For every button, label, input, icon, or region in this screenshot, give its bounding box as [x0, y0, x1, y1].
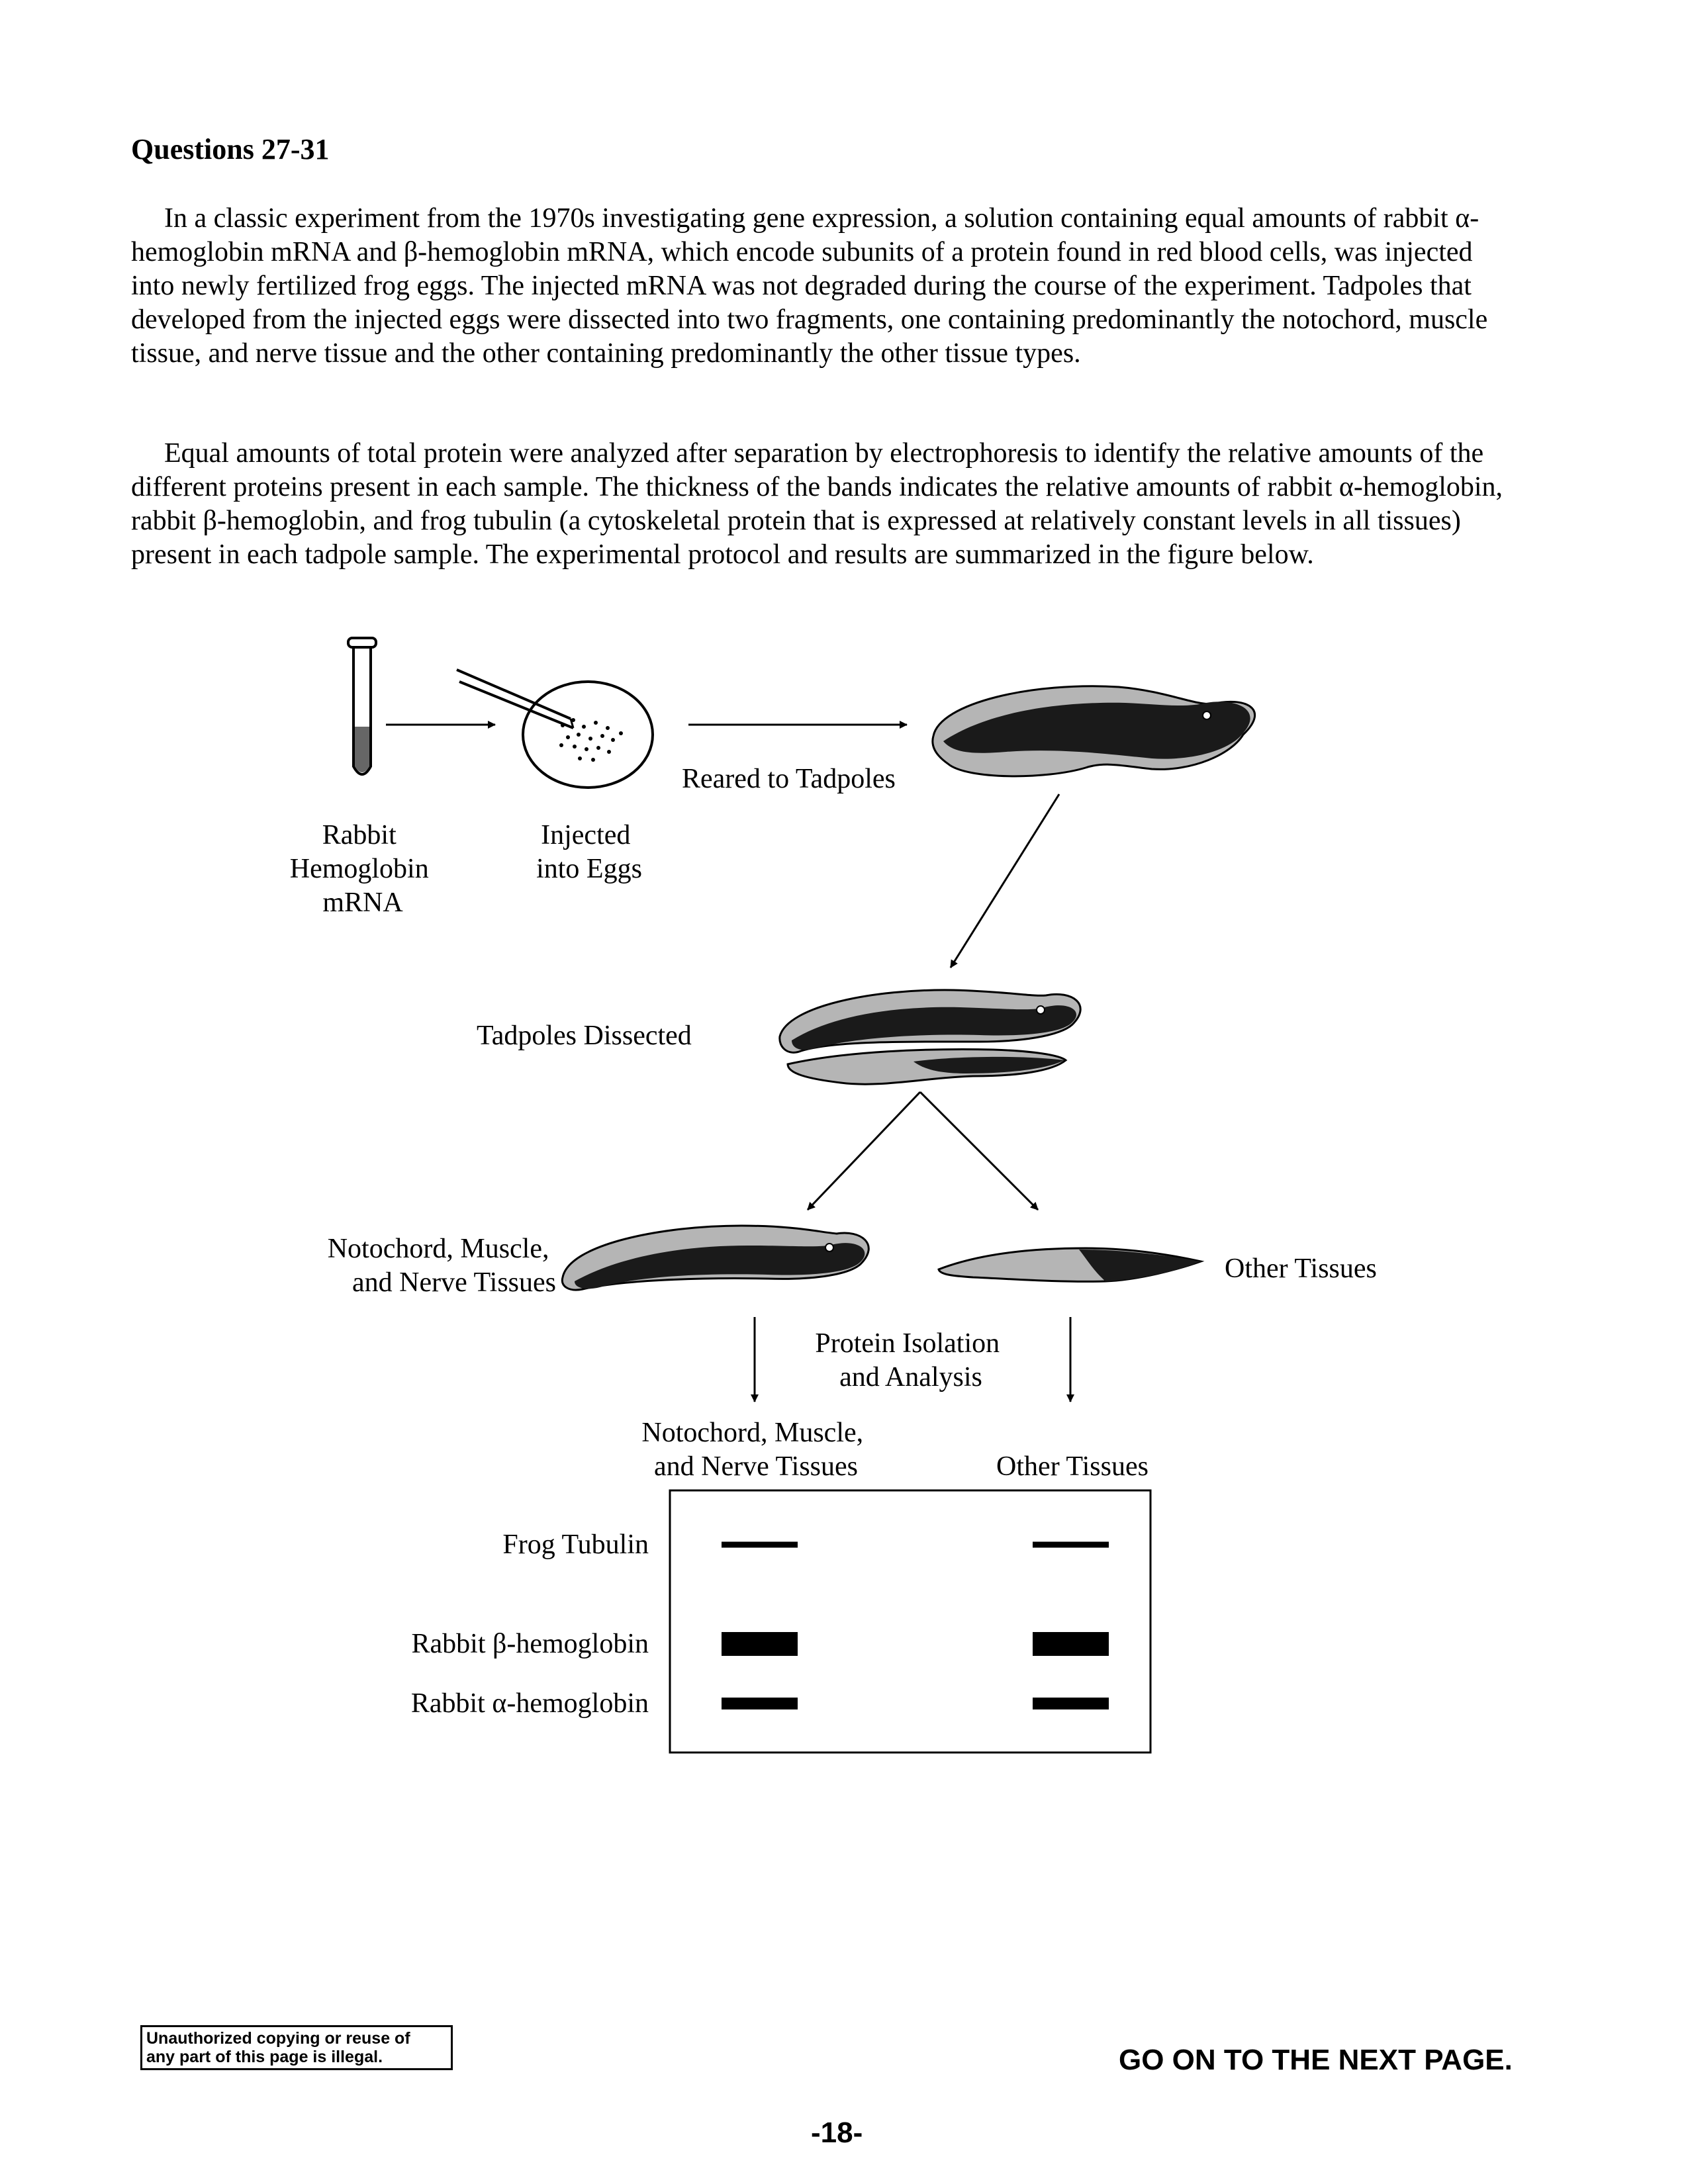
arrow-tadpole-to-dissection — [949, 794, 1060, 968]
arrow-to-left-fragment — [806, 1091, 921, 1211]
experiment-figure: Reared to Tadpoles Rabbit Hemoglobin mRN… — [290, 637, 1377, 1754]
gel-box — [669, 1489, 1152, 1754]
analysis-label-line-2: and Analysis — [839, 1362, 982, 1392]
intro-paragraph: In a classic experiment from the 1970s i… — [131, 203, 1488, 369]
dissected-tadpole-icon — [778, 989, 1082, 1085]
analysis-label: Protein Isolation and Analysis — [815, 1328, 1006, 1392]
section-heading: Questions 27-31 — [131, 133, 330, 165]
notice-line-1: Unauthorized copying or reuse of — [146, 2029, 410, 2048]
tube-label-line-2: Hemoglobin — [290, 854, 429, 884]
gel-row-label-tubulin: Frog Tubulin — [502, 1529, 649, 1560]
tube-label-line-1: Rabbit — [322, 820, 397, 850]
dissected-label: Tadpoles Dissected — [477, 1021, 692, 1051]
band-tubulin-right — [1033, 1541, 1109, 1548]
notice-line-2: any part of this page is illegal. — [146, 2048, 383, 2066]
right-fragment-label: Other Tissues — [1225, 1253, 1377, 1284]
reared-label: Reared to Tadpoles — [682, 764, 896, 794]
gel-row-label-beta: Rabbit β-hemoglobin — [412, 1629, 649, 1659]
band-tubulin-left — [722, 1541, 798, 1548]
tadpole-icon — [931, 685, 1256, 778]
left-fragment-label-line-1: Notochord, Muscle, — [328, 1234, 549, 1264]
tube-label: Rabbit Hemoglobin mRNA — [290, 820, 436, 918]
analysis-label-line-1: Protein Isolation — [815, 1328, 1000, 1359]
test-tube-icon — [347, 637, 377, 776]
go-on-next-page: GO ON TO THE NEXT PAGE. — [1119, 2044, 1513, 2076]
egg-label-line-1: Injected — [541, 820, 630, 850]
right-fragment-icon — [937, 1247, 1205, 1283]
egg-icon — [522, 680, 654, 789]
needle-icon — [456, 668, 575, 729]
copyright-notice: Unauthorized copying or reuse of any par… — [140, 2025, 453, 2070]
band-alpha-left — [722, 1698, 798, 1709]
gel-column-header-right: Other Tissues — [996, 1451, 1149, 1482]
egg-label: Injected into Eggs — [536, 820, 642, 884]
gel-row-label-alpha: Rabbit α-hemoglobin — [411, 1688, 649, 1719]
left-fragment-icon — [561, 1224, 870, 1291]
left-fragment-label: Notochord, Muscle, and Nerve Tissues — [328, 1234, 556, 1298]
egg-label-line-2: into Eggs — [536, 854, 642, 884]
band-alpha-right — [1033, 1698, 1109, 1709]
page-number: -18- — [811, 2116, 863, 2149]
gel-column-header-left-line-1: Notochord, Muscle, — [641, 1418, 863, 1448]
tube-label-line-3: mRNA — [322, 887, 403, 918]
arrow-to-right-fragment — [919, 1091, 1039, 1211]
left-fragment-label-line-2: and Nerve Tissues — [352, 1267, 556, 1298]
method-paragraph: Equal amounts of total protein were anal… — [131, 438, 1503, 570]
gel-column-header-left-line-2: and Nerve Tissues — [654, 1451, 858, 1482]
band-beta-left — [722, 1632, 798, 1656]
gel-column-header-right-line-1: Other Tissues — [996, 1451, 1149, 1482]
gel-column-header-left: Notochord, Muscle, and Nerve Tissues — [641, 1418, 870, 1482]
band-beta-right — [1033, 1632, 1109, 1656]
